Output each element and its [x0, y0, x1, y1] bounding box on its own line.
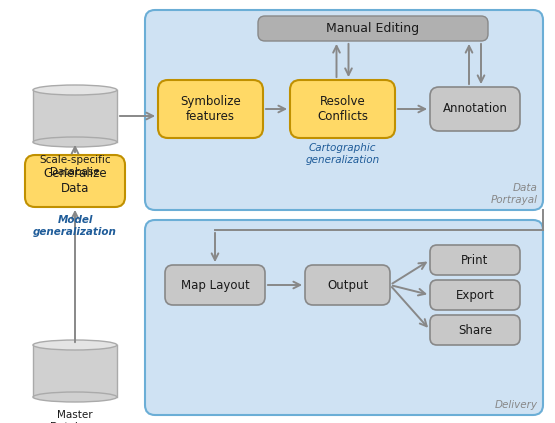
- Text: Map Layout: Map Layout: [180, 278, 249, 291]
- Text: Cartographic
generalization: Cartographic generalization: [305, 143, 380, 165]
- Ellipse shape: [33, 137, 117, 147]
- FancyBboxPatch shape: [290, 80, 395, 138]
- FancyBboxPatch shape: [145, 10, 543, 210]
- FancyBboxPatch shape: [430, 87, 520, 131]
- Text: Master
Database: Master Database: [50, 410, 100, 423]
- Text: Symbolize
features: Symbolize features: [180, 95, 241, 123]
- FancyBboxPatch shape: [305, 265, 390, 305]
- Text: Manual Editing: Manual Editing: [326, 22, 420, 35]
- FancyBboxPatch shape: [258, 16, 488, 41]
- Text: Resolve
Conflicts: Resolve Conflicts: [317, 95, 368, 123]
- Text: Print: Print: [461, 253, 489, 266]
- Text: Data
Portrayal: Data Portrayal: [491, 184, 538, 205]
- FancyBboxPatch shape: [430, 315, 520, 345]
- Text: Export: Export: [456, 288, 495, 302]
- Text: Generalize
Data: Generalize Data: [43, 167, 107, 195]
- FancyBboxPatch shape: [430, 245, 520, 275]
- Ellipse shape: [33, 85, 117, 95]
- FancyBboxPatch shape: [25, 155, 125, 207]
- Text: Delivery: Delivery: [495, 400, 538, 410]
- Ellipse shape: [33, 392, 117, 402]
- Text: Share: Share: [458, 324, 492, 337]
- Text: Scale-specific
Database: Scale-specific Database: [39, 155, 111, 176]
- FancyBboxPatch shape: [430, 280, 520, 310]
- Text: Output: Output: [327, 278, 368, 291]
- FancyBboxPatch shape: [165, 265, 265, 305]
- FancyBboxPatch shape: [158, 80, 263, 138]
- Text: Annotation: Annotation: [442, 102, 507, 115]
- Bar: [33, 345, 117, 397]
- Text: Model
generalization: Model generalization: [33, 215, 117, 236]
- FancyBboxPatch shape: [145, 220, 543, 415]
- Ellipse shape: [33, 340, 117, 350]
- Bar: [33, 90, 117, 142]
